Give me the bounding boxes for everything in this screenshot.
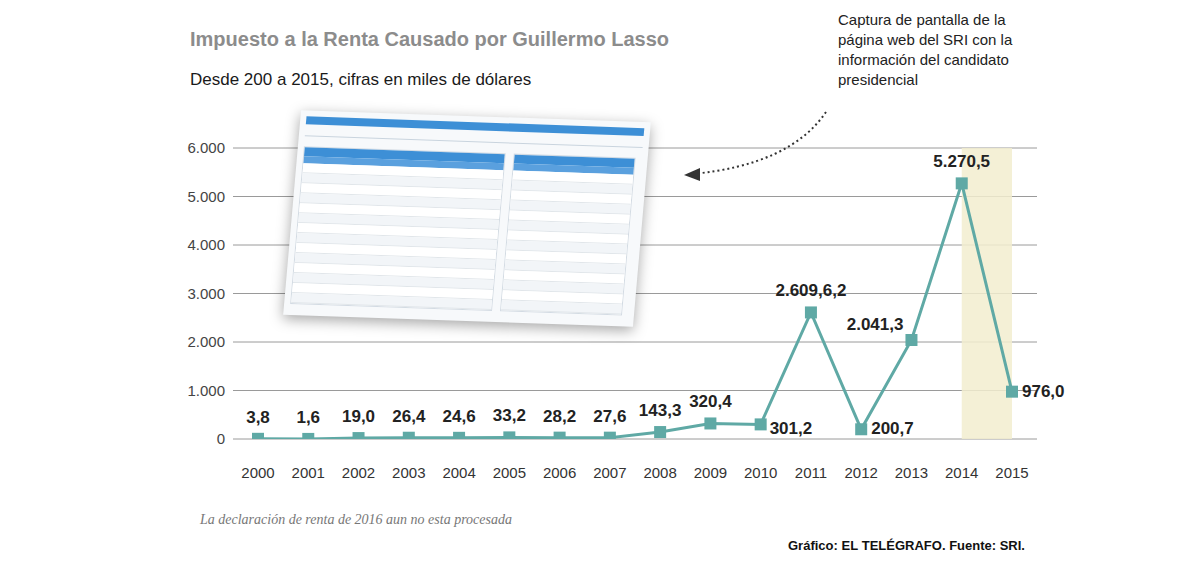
svg-text:2.000: 2.000 — [187, 333, 225, 350]
svg-text:143,3: 143,3 — [639, 401, 682, 420]
svg-text:320,4: 320,4 — [689, 392, 732, 411]
svg-text:2.609,6,2: 2.609,6,2 — [775, 281, 846, 300]
svg-text:2003: 2003 — [392, 464, 425, 481]
svg-text:2002: 2002 — [342, 464, 375, 481]
svg-text:976,0: 976,0 — [1022, 382, 1065, 401]
svg-text:2010: 2010 — [744, 464, 777, 481]
svg-text:1.000: 1.000 — [187, 382, 225, 399]
svg-text:2011: 2011 — [795, 464, 827, 481]
svg-text:6.000: 6.000 — [187, 139, 225, 156]
svg-text:26,4: 26,4 — [392, 407, 426, 426]
svg-text:2007: 2007 — [593, 464, 626, 481]
svg-text:2015: 2015 — [995, 464, 1028, 481]
svg-text:3.000: 3.000 — [187, 285, 225, 302]
svg-text:2008: 2008 — [643, 464, 676, 481]
svg-text:4.000: 4.000 — [187, 236, 225, 253]
svg-text:2009: 2009 — [694, 464, 727, 481]
html-text:Desde 200 a 2015, cifras en mi: Desde 200 a 2015, cifras en miles de dól… — [190, 70, 532, 89]
svg-text:301,2: 301,2 — [770, 419, 813, 438]
svg-text:28,2: 28,2 — [543, 407, 576, 426]
svg-text:3,8: 3,8 — [246, 408, 270, 427]
svg-text:2001: 2001 — [292, 464, 325, 481]
svg-text:24,6: 24,6 — [443, 407, 476, 426]
svg-text:2014: 2014 — [945, 464, 978, 481]
html-text:Captura de pantalla de la pági: Captura de pantalla de la página web del… — [838, 11, 1013, 88]
svg-text:0: 0 — [217, 430, 225, 447]
svg-text:19,0: 19,0 — [342, 407, 375, 426]
svg-text:5.000: 5.000 — [187, 188, 225, 205]
svg-text:200,7: 200,7 — [871, 419, 914, 438]
html-text:Gráfico: EL TELÉGRAFO. Fuente:: Gráfico: EL TELÉGRAFO. Fuente: SRI. — [788, 538, 1025, 553]
svg-text:2012: 2012 — [845, 464, 878, 481]
svg-text:2004: 2004 — [442, 464, 475, 481]
html-text:Impuesto a la Renta Causado po: Impuesto a la Renta Causado por Guillerm… — [190, 28, 669, 50]
html-text:La declaración de renta de 201: La declaración de renta de 2016 aun no e… — [200, 512, 512, 527]
svg-text:27,6: 27,6 — [593, 407, 626, 426]
svg-text:2000: 2000 — [241, 464, 274, 481]
svg-text:2.041,3: 2.041,3 — [847, 315, 904, 334]
svg-text:2006: 2006 — [543, 464, 576, 481]
svg-text:1,6: 1,6 — [296, 408, 320, 427]
svg-text:5.270,5: 5.270,5 — [933, 152, 990, 171]
svg-text:2013: 2013 — [895, 464, 928, 481]
svg-text:33,2: 33,2 — [493, 406, 526, 425]
svg-text:2005: 2005 — [493, 464, 526, 481]
